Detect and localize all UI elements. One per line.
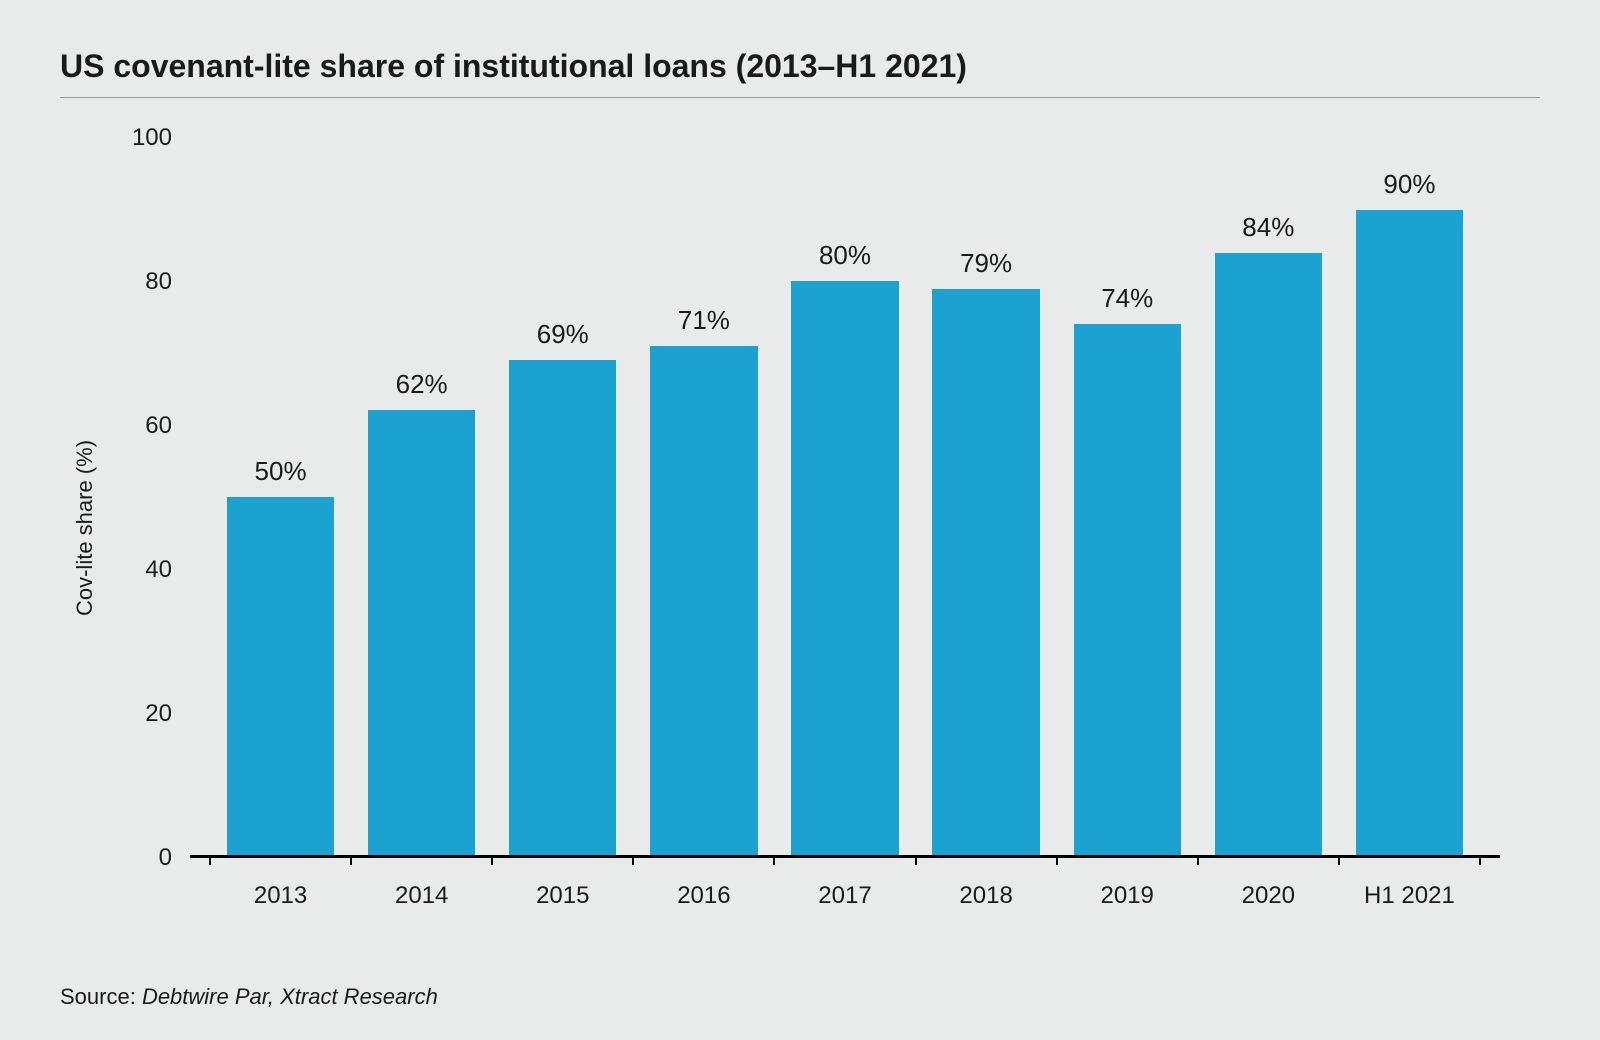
source-prefix: Source: [60,984,142,1009]
plot-area: 50% 62% 69% 71% 80% 79% 74% 84% 90% [190,138,1500,858]
bar-slot: 71% [633,138,774,855]
source-line: Source: Debtwire Par, Xtract Research [60,984,438,1010]
bar [650,346,757,855]
x-axis-labels: 20132014201520162017201820192020H1 2021 [190,868,1500,918]
y-tick: 40 [145,556,172,584]
bar-slot: 62% [351,138,492,855]
bar [791,281,898,855]
bar [1074,324,1181,855]
x-tick-label: 2014 [351,868,492,918]
x-tick-label: H1 2021 [1339,868,1480,918]
y-tick: 0 [159,844,172,872]
x-tick-mark [1479,855,1481,865]
y-axis-label: Cov-lite share (%) [72,440,98,616]
bar [509,360,616,855]
source-text: Debtwire Par, Xtract Research [142,984,438,1009]
bar-value-label: 80% [819,240,871,271]
bar [368,410,475,855]
bar-slot: 69% [492,138,633,855]
bar-slot: 74% [1057,138,1198,855]
bar-value-label: 50% [255,456,307,487]
x-tick-label: 2020 [1198,868,1339,918]
x-tick-label: 2016 [633,868,774,918]
bar-slot: 84% [1198,138,1339,855]
x-tick-label: 2015 [492,868,633,918]
bar-value-label: 90% [1383,169,1435,200]
bar-value-label: 74% [1101,283,1153,314]
x-tick-label: 2017 [774,868,915,918]
x-tick-mark [491,855,493,865]
bar [932,289,1039,855]
bar [1215,253,1322,855]
x-tick-mark [1197,855,1199,865]
bar-value-label: 79% [960,248,1012,279]
x-tick-mark [915,855,917,865]
chart-title: US covenant-lite share of institutional … [60,48,1540,98]
x-tick-mark [209,855,211,865]
bar [1356,210,1463,855]
x-tick-label: 2019 [1057,868,1198,918]
bar-value-label: 84% [1242,212,1294,243]
y-tick: 20 [145,700,172,728]
y-tick: 100 [132,124,172,152]
x-tick-mark [350,855,352,865]
bar-value-label: 69% [537,319,589,350]
y-tick: 80 [145,268,172,296]
bar-value-label: 71% [678,305,730,336]
bar-slot: 80% [774,138,915,855]
x-tick-mark [1056,855,1058,865]
bar-value-label: 62% [396,369,448,400]
bar-slot: 50% [210,138,351,855]
x-tick-label: 2018 [916,868,1057,918]
x-tick-mark [1338,855,1340,865]
bar [227,497,334,856]
bar-slot: 90% [1339,138,1480,855]
bars-container: 50% 62% 69% 71% 80% 79% 74% 84% 90% [190,138,1500,855]
chart-area: Cov-lite share (%) 020406080100 50%62%69… [60,138,1540,918]
y-tick: 60 [145,412,172,440]
x-tick-label: 2013 [210,868,351,918]
x-tick-mark [632,855,634,865]
bar-slot: 79% [916,138,1057,855]
y-axis-ticks: 020406080100 [110,138,190,918]
x-tick-mark [773,855,775,865]
